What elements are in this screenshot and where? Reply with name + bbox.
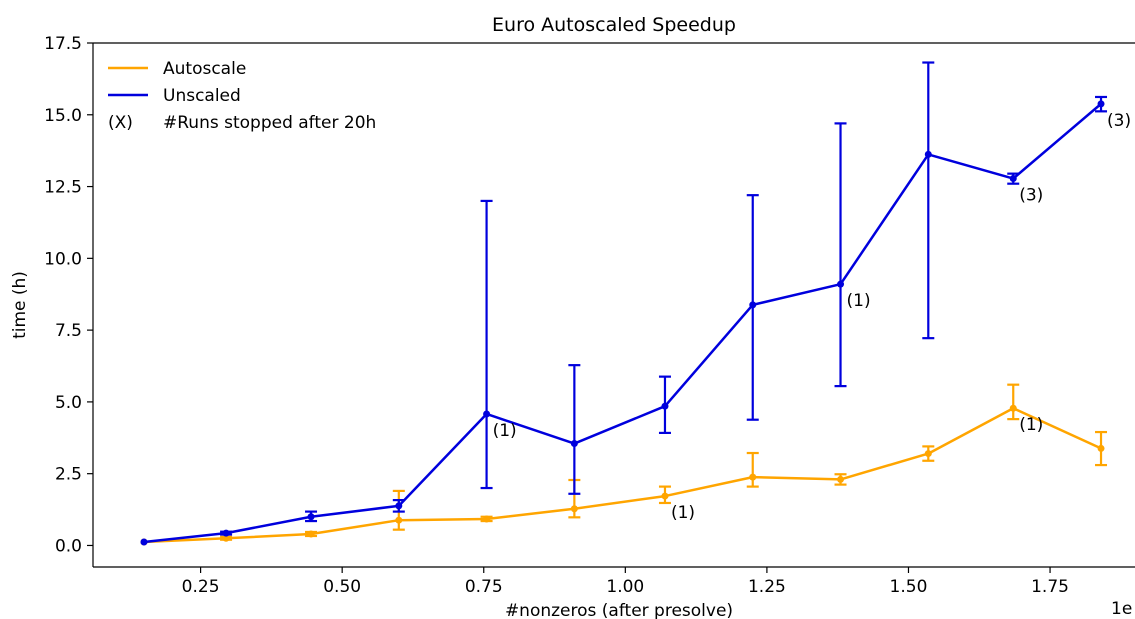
point-unscaled [1097,100,1105,108]
point-autoscale [395,516,403,524]
x-tick-label: 1.75 [1031,577,1069,597]
y-tick-label: 0.0 [55,536,82,556]
point-unscaled [307,513,315,521]
point-autoscale [570,505,578,513]
plot-area [93,43,1135,567]
point-autoscale [307,530,315,538]
x-tick-label: 1.25 [748,577,786,597]
legend-autoscale-label: Autoscale [163,59,246,79]
x-tick-label: 1.00 [606,577,644,597]
legend-note-text: #Runs stopped after 20h [163,113,376,133]
point-autoscale [483,515,491,523]
point-unscaled [749,301,757,309]
x-axis-label: #nonzeros (after presolve) [505,601,733,619]
point-unscaled [570,440,578,448]
point-autoscale [924,450,932,458]
point-autoscale [1097,444,1105,452]
y-tick-label: 17.5 [44,34,82,54]
series-unscaled: (1) (1) (3) (3) [140,61,1131,546]
legend-note-marker: (X) [108,113,133,133]
point-autoscale [1009,404,1017,412]
x-offset-label: 1e [1111,599,1132,619]
annotation-autoscale: (1) [671,503,695,523]
legend-unscaled-label: Unscaled [163,86,241,106]
point-autoscale [837,475,845,483]
line-unscaled [143,102,1102,544]
x-tick-label: 0.75 [465,577,503,597]
legend: Autoscale Unscaled (X) #Runs stopped aft… [108,59,376,133]
y-axis-label: time (h) [10,271,30,339]
annotation-unscaled: (3) [1107,111,1131,131]
point-unscaled [222,529,230,537]
point-unscaled [661,402,669,410]
point-unscaled [140,538,148,546]
annotation-unscaled: (1) [493,421,517,441]
axis-layer [92,42,1135,568]
point-autoscale [749,473,757,481]
annotation-unscaled: (3) [1019,186,1043,206]
y-tick-label: 15.0 [44,106,82,126]
y-tick-label: 10.0 [44,249,82,269]
line-autoscale [143,406,1102,544]
series-layer: (1) (1) (1) (1) (3) (3) [140,61,1131,546]
point-unscaled [483,410,491,418]
tick-layer: 0.25 0.50 0.75 1.00 1.25 1.50 1.75 0.0 2.5 5.0 7.5… [44,34,1069,597]
annotation-autoscale: (1) [1019,415,1043,435]
y-tick-label: 2.5 [55,465,82,485]
y-tick-label: 7.5 [55,321,82,341]
y-tick-label: 5.0 [55,393,82,413]
point-unscaled [837,280,845,288]
y-tick-label: 12.5 [44,178,82,198]
x-tick-label: 0.25 [182,577,220,597]
x-tick-label: 0.50 [323,577,361,597]
point-unscaled [1009,175,1017,183]
point-autoscale [222,534,230,542]
chart-title: Euro Autoscaled Speedup [492,14,736,36]
x-tick-label: 1.50 [890,577,928,597]
point-unscaled [395,502,403,510]
point-autoscale [661,492,669,500]
point-unscaled [924,150,932,158]
annotation-unscaled: (1) [847,291,871,311]
